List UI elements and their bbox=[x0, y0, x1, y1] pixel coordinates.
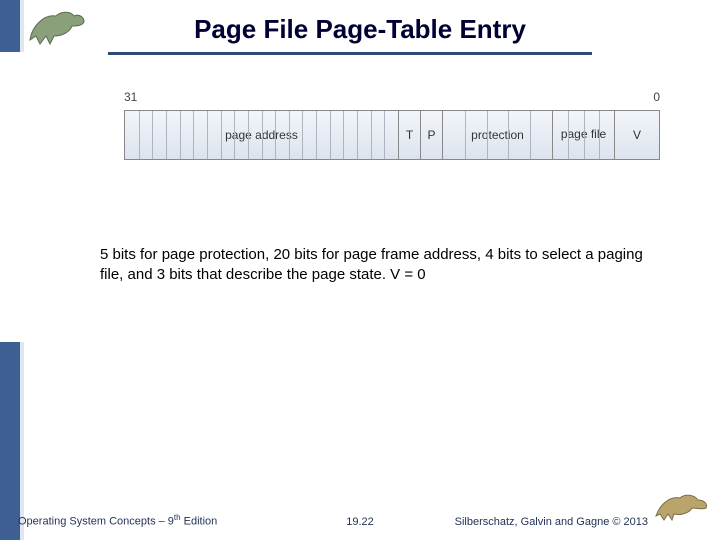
slide-root: Page File Page-Table Entry 31 0 page add… bbox=[0, 0, 720, 540]
title-underline bbox=[108, 52, 592, 55]
title-wrap: Page File Page-Table Entry bbox=[0, 14, 720, 45]
field-t: T bbox=[399, 111, 421, 159]
field-v: V bbox=[615, 111, 659, 159]
bit-label-high: 31 bbox=[124, 90, 137, 104]
footer-right: Silberschatz, Galvin and Gagne © 2013 bbox=[455, 516, 648, 528]
bit-field-row: page address T P protection page file V bbox=[124, 110, 660, 160]
field-page-address: page address bbox=[125, 111, 399, 159]
field-label: T bbox=[406, 128, 413, 142]
dinosaur-top-icon bbox=[26, 6, 98, 48]
body-description: 5 bits for page protection, 20 bits for … bbox=[100, 245, 656, 286]
field-label: page address bbox=[225, 128, 298, 142]
field-label: page file bbox=[561, 128, 606, 141]
field-p: P bbox=[421, 111, 443, 159]
bit-index-row: 31 0 bbox=[124, 90, 660, 110]
field-label: P bbox=[427, 128, 435, 142]
field-label: V bbox=[633, 128, 641, 142]
field-page-file: page file bbox=[553, 111, 615, 159]
bit-label-low: 0 bbox=[653, 90, 660, 104]
field-protection: protection bbox=[443, 111, 553, 159]
field-label: protection bbox=[471, 128, 524, 142]
accent-bar-break bbox=[0, 52, 24, 342]
pte-diagram: 31 0 page address T P protection page fi… bbox=[124, 90, 660, 195]
page-title: Page File Page-Table Entry bbox=[194, 14, 526, 45]
